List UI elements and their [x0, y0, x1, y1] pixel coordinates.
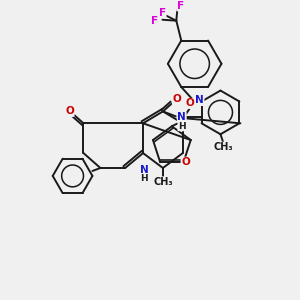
Text: F: F	[177, 1, 184, 11]
Text: N: N	[140, 165, 148, 175]
Text: F: F	[151, 16, 158, 26]
Text: O: O	[172, 94, 181, 104]
Text: H: H	[140, 174, 148, 183]
Text: F: F	[159, 8, 166, 18]
Text: N: N	[177, 112, 186, 122]
Text: O: O	[181, 157, 190, 167]
Text: CH₃: CH₃	[153, 177, 173, 187]
Text: N: N	[195, 95, 204, 106]
Text: O: O	[65, 106, 74, 116]
Text: H: H	[178, 122, 186, 131]
Text: CH₃: CH₃	[214, 142, 233, 152]
Text: O: O	[185, 98, 194, 109]
